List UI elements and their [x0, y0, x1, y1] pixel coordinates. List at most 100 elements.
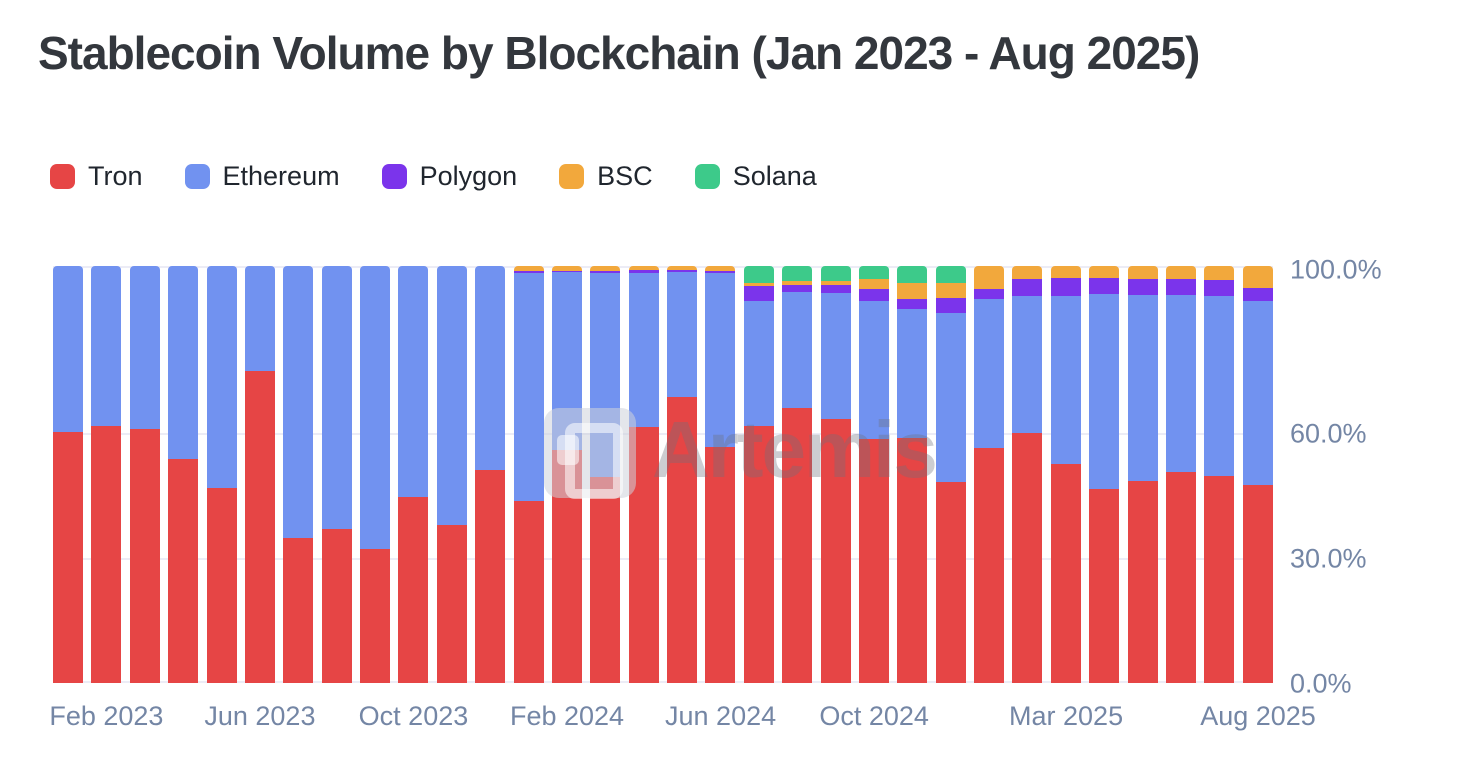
segment-ethereum[interactable]: [436, 266, 467, 525]
bar-nov-2023[interactable]: [436, 266, 467, 683]
segment-ethereum[interactable]: [129, 266, 160, 430]
legend-item-ethereum[interactable]: Ethereum: [184, 161, 340, 192]
segment-tron[interactable]: [667, 397, 697, 683]
legend-item-solana[interactable]: Solana: [694, 161, 817, 192]
segment-polygon[interactable]: [897, 299, 928, 310]
segment-bsc[interactable]: [897, 282, 928, 300]
segment-bsc[interactable]: [935, 282, 966, 298]
segment-tron[interactable]: [551, 449, 582, 683]
bar-jul-2023[interactable]: [283, 266, 314, 683]
bar-apr-2023[interactable]: [168, 266, 199, 683]
segment-polygon[interactable]: [743, 286, 774, 301]
bar-jul-2025[interactable]: [1204, 266, 1235, 683]
segment-tron[interactable]: [475, 470, 506, 683]
bar-mar-2023[interactable]: [129, 266, 160, 683]
segment-ethereum[interactable]: [206, 266, 237, 489]
bar-oct-2023[interactable]: [398, 266, 429, 683]
segment-ethereum[interactable]: [820, 293, 851, 419]
bar-aug-2025[interactable]: [1242, 266, 1273, 683]
bar-mar-2025[interactable]: [1050, 266, 1081, 683]
segment-tron[interactable]: [820, 419, 851, 683]
segment-ethereum[interactable]: [513, 272, 544, 502]
bar-jan-2025[interactable]: [974, 266, 1004, 683]
segment-polygon[interactable]: [858, 289, 889, 302]
segment-ethereum[interactable]: [168, 266, 199, 459]
segment-tron[interactable]: [782, 408, 813, 683]
segment-ethereum[interactable]: [398, 266, 429, 497]
segment-tron[interactable]: [398, 496, 429, 683]
segment-ethereum[interactable]: [628, 273, 659, 427]
segment-tron[interactable]: [1242, 484, 1273, 683]
segment-polygon[interactable]: [705, 270, 736, 274]
segment-tron[interactable]: [897, 437, 928, 683]
segment-ethereum[interactable]: [1089, 294, 1120, 490]
segment-tron[interactable]: [1050, 464, 1081, 683]
segment-ethereum[interactable]: [244, 266, 275, 371]
segment-bsc[interactable]: [820, 281, 851, 286]
segment-polygon[interactable]: [590, 270, 621, 274]
segment-tron[interactable]: [91, 425, 122, 683]
segment-tron[interactable]: [935, 482, 966, 683]
segment-tron[interactable]: [858, 439, 889, 683]
segment-bsc[interactable]: [551, 266, 582, 271]
bar-dec-2023[interactable]: [475, 266, 506, 683]
bar-feb-2025[interactable]: [1012, 266, 1043, 683]
segment-polygon[interactable]: [1242, 287, 1273, 302]
bar-feb-2024[interactable]: [551, 266, 582, 683]
segment-bsc[interactable]: [628, 266, 659, 271]
segment-bsc[interactable]: [1012, 266, 1043, 280]
legend-item-polygon[interactable]: Polygon: [381, 161, 517, 192]
segment-polygon[interactable]: [820, 285, 851, 294]
legend-item-tron[interactable]: Tron: [50, 161, 143, 192]
segment-ethereum[interactable]: [1204, 296, 1235, 476]
segment-tron[interactable]: [206, 488, 237, 683]
segment-ethereum[interactable]: [53, 266, 83, 432]
bar-may-2023[interactable]: [206, 266, 237, 683]
segment-polygon[interactable]: [628, 270, 659, 274]
bar-mar-2024[interactable]: [590, 266, 621, 683]
segment-tron[interactable]: [283, 537, 314, 683]
segment-ethereum[interactable]: [1127, 295, 1158, 482]
segment-polygon[interactable]: [974, 289, 1004, 300]
segment-tron[interactable]: [321, 529, 352, 683]
segment-polygon[interactable]: [667, 269, 697, 273]
bar-aug-2024[interactable]: [782, 266, 813, 683]
segment-tron[interactable]: [129, 429, 160, 683]
bar-jun-2023[interactable]: [244, 266, 275, 683]
segment-ethereum[interactable]: [858, 301, 889, 440]
bar-jan-2024[interactable]: [513, 266, 544, 683]
legend-item-bsc[interactable]: BSC: [559, 161, 653, 192]
bar-dec-2024[interactable]: [935, 266, 966, 683]
segment-bsc[interactable]: [513, 266, 544, 272]
bar-jul-2024[interactable]: [743, 266, 774, 683]
segment-bsc[interactable]: [667, 266, 697, 270]
segment-bsc[interactable]: [1050, 266, 1081, 278]
segment-ethereum[interactable]: [743, 300, 774, 427]
segment-polygon[interactable]: [551, 271, 582, 273]
segment-tron[interactable]: [1204, 475, 1235, 683]
segment-bsc[interactable]: [1165, 266, 1196, 280]
bar-jun-2025[interactable]: [1165, 266, 1196, 683]
segment-ethereum[interactable]: [360, 266, 390, 550]
segment-tron[interactable]: [1012, 432, 1043, 683]
segment-polygon[interactable]: [935, 297, 966, 313]
segment-ethereum[interactable]: [897, 309, 928, 438]
segment-polygon[interactable]: [782, 284, 813, 293]
segment-tron[interactable]: [628, 426, 659, 683]
segment-ethereum[interactable]: [1050, 296, 1081, 465]
bar-jan-2023[interactable]: [53, 266, 83, 683]
segment-polygon[interactable]: [1050, 277, 1081, 297]
segment-tron[interactable]: [590, 477, 621, 683]
segment-tron[interactable]: [244, 370, 275, 683]
bar-jun-2024[interactable]: [705, 266, 736, 683]
segment-tron[interactable]: [743, 426, 774, 683]
segment-tron[interactable]: [53, 431, 83, 683]
segment-ethereum[interactable]: [667, 272, 697, 398]
segment-solana[interactable]: [743, 266, 774, 283]
segment-ethereum[interactable]: [974, 299, 1004, 448]
segment-solana[interactable]: [820, 266, 851, 281]
segment-ethereum[interactable]: [321, 266, 352, 530]
segment-ethereum[interactable]: [91, 266, 122, 426]
segment-ethereum[interactable]: [283, 266, 314, 538]
segment-polygon[interactable]: [1165, 279, 1196, 296]
